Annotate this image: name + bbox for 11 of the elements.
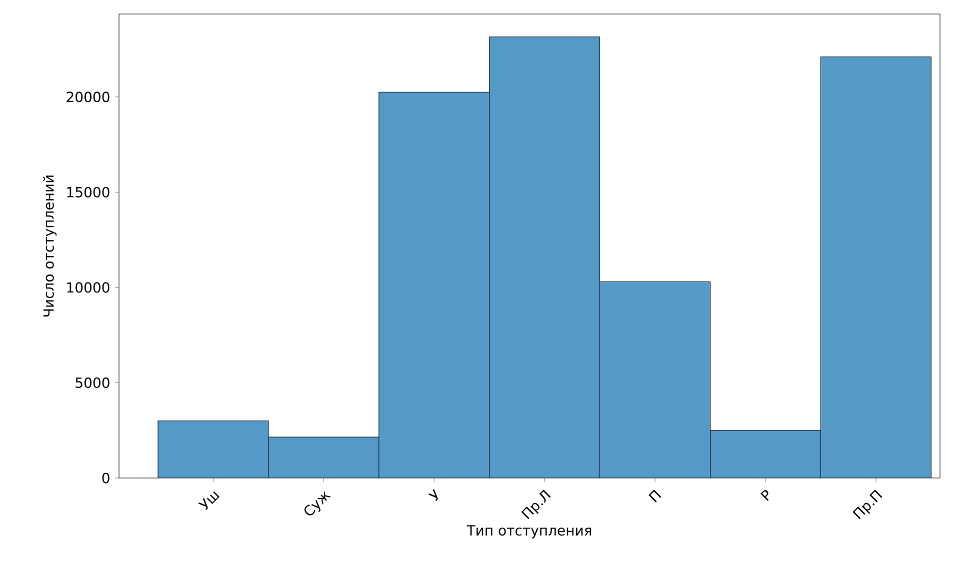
x-tick-label: Р [760,490,769,501]
y-tick-label: 0 [102,472,110,484]
y-tick-label: 20000 [66,92,110,102]
x-tick-label: У [428,488,438,501]
y-axis-title: Число отступлений [43,176,57,316]
x-axis-title: Тип отступления [466,525,592,538]
y-tick-label: 10000 [67,282,110,293]
x-tick-label: Уш [198,491,220,510]
x-tick-label: П [648,490,662,502]
y-tick-label: 15000 [67,186,110,198]
y-tick-label: 5000 [76,377,110,388]
